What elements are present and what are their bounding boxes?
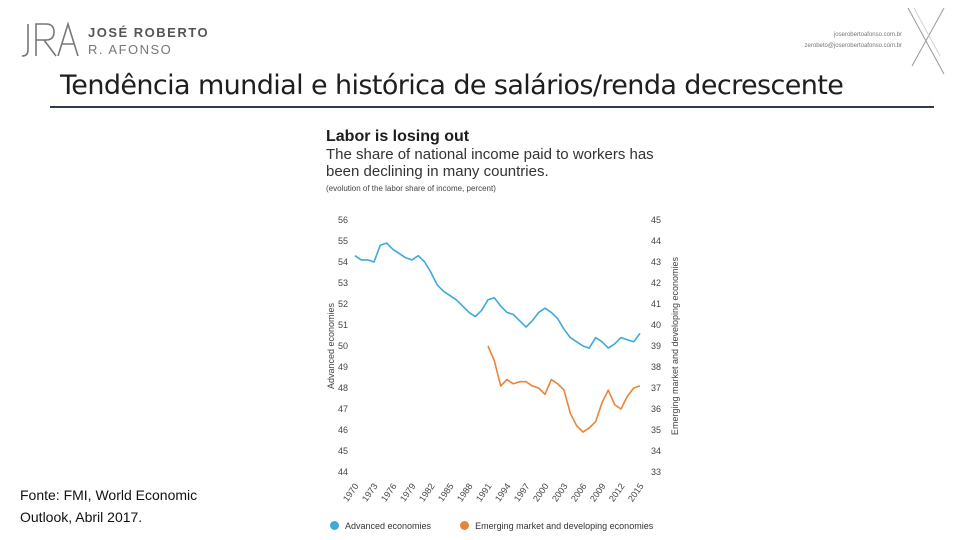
legend-advanced-swatch xyxy=(330,521,339,531)
y-tick-right: 45 xyxy=(651,215,661,225)
title-divider xyxy=(50,106,934,108)
y-tick-right: 39 xyxy=(651,341,661,351)
y-tick-left: 56 xyxy=(338,215,348,225)
y-tick-right: 40 xyxy=(651,320,661,330)
legend-emerging-label: Emerging market and developing economies xyxy=(475,520,654,531)
chart-subtitle: The share of national income paid to wor… xyxy=(326,146,654,180)
x-tick: 1997 xyxy=(512,481,532,503)
jra-monogram-icon xyxy=(22,21,79,57)
y-tick-right: 43 xyxy=(651,257,661,267)
contact-block: joserobertoafonso.com.br zerobeto@josero… xyxy=(805,30,902,52)
y-tick-left: 54 xyxy=(338,257,348,267)
y-tick-right: 44 xyxy=(651,236,661,246)
x-tick: 1979 xyxy=(398,481,418,503)
y-tick-left: 48 xyxy=(338,383,348,393)
corner-x-decoration-icon xyxy=(907,7,945,75)
x-tick: 2000 xyxy=(531,481,551,503)
y-tick-right: 34 xyxy=(651,446,661,456)
y-tick-right: 36 xyxy=(651,404,661,414)
y-tick-left: 51 xyxy=(338,320,348,330)
y-tick-left: 55 xyxy=(338,236,348,246)
y-tick-left: 50 xyxy=(338,341,348,351)
x-tick: 1976 xyxy=(379,481,399,503)
x-tick: 1985 xyxy=(436,481,456,503)
source-note: Fonte: FMI, World Economic Outlook, Abri… xyxy=(20,487,198,525)
y-tick-right: 42 xyxy=(651,278,661,288)
x-tick: 2015 xyxy=(626,481,646,503)
contact-email: zerobeto@joserobertoafonso.com.br xyxy=(804,43,902,49)
x-tick: 2009 xyxy=(588,481,608,503)
y-axis-label-left: Advanced economies xyxy=(326,302,336,389)
y-tick-left: 44 xyxy=(338,467,348,477)
y-tick-left: 53 xyxy=(338,278,348,288)
x-tick: 1988 xyxy=(455,481,475,503)
logo-line1: JOSÉ ROBERTO xyxy=(88,25,210,40)
y-tick-left: 49 xyxy=(338,362,348,372)
y-tick-right: 41 xyxy=(651,299,661,309)
y-tick-right: 37 xyxy=(651,383,661,393)
y-tick-right: 33 xyxy=(651,467,661,477)
chart-note: (evolution of the labor share of income,… xyxy=(326,184,496,193)
x-tick: 1970 xyxy=(341,481,361,503)
y-tick-left: 45 xyxy=(338,446,348,456)
y-tick-left: 46 xyxy=(338,425,348,435)
chart-legend: Advanced economies Emerging market and d… xyxy=(330,520,653,531)
x-tick: 1991 xyxy=(474,481,494,503)
x-tick: 2003 xyxy=(550,481,570,503)
y-axis-label-right: Emerging market and developing economies xyxy=(670,256,680,435)
series-line-advanced xyxy=(354,242,641,349)
logo-line2: R. AFONSO xyxy=(88,42,173,57)
x-tick: 1973 xyxy=(360,481,380,503)
chart-heading: Labor is losing out The share of nationa… xyxy=(326,128,686,193)
y-tick-left: 47 xyxy=(338,404,348,414)
legend-advanced-label: Advanced economies xyxy=(345,520,432,531)
labor-share-chart: 56 55 54 53 52 51 50 49 48 47 46 45 44 45 44 43 42 41 40 39… xyxy=(326,215,680,504)
x-tick: 2006 xyxy=(569,481,589,503)
x-tick: 2012 xyxy=(607,481,627,503)
slide-title: Tendência mundial e histórica de salário… xyxy=(60,70,844,101)
x-tick: 1994 xyxy=(493,481,513,503)
contact-website: joserobertoafonso.com.br xyxy=(833,32,902,38)
chart-title: Labor is losing out xyxy=(326,128,470,145)
x-tick: 1982 xyxy=(417,481,437,503)
y-tick-left: 52 xyxy=(338,299,348,309)
series-line-emerging xyxy=(487,345,641,433)
y-tick-right: 38 xyxy=(651,362,661,372)
legend-emerging-swatch xyxy=(460,521,470,531)
y-tick-right: 35 xyxy=(651,425,661,435)
